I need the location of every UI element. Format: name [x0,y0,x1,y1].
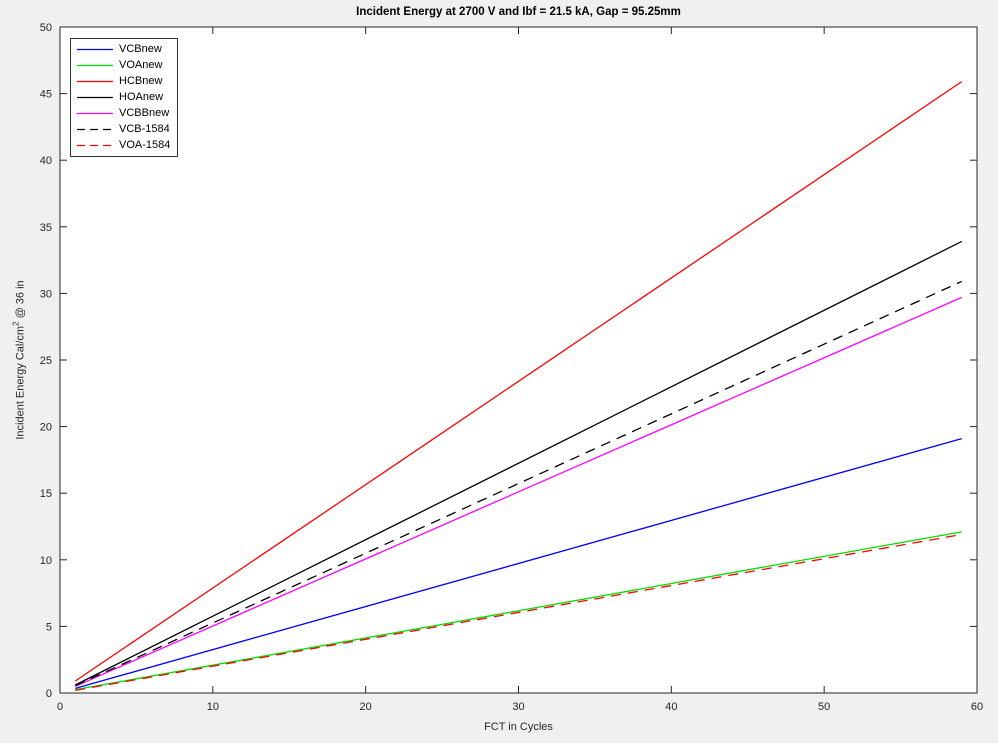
legend-line-sample [77,80,113,82]
y-tick-label: 30 [40,288,52,300]
series-line-hoanew [74,240,963,686]
y-tick-label: 50 [40,22,52,34]
legend-entry-voanew: VOAnew [76,58,177,71]
legend-label: VOAnew [119,58,163,71]
legend-entry-vcb-1584: VCB-1584 [76,124,177,135]
series-line-voanew [75,531,962,691]
series-line-hcbnew [74,81,963,682]
legend: VCBnew VOAnew HCBnew HOAnew VCBBnew VCB-1584 V… [70,38,178,157]
legend-label: VCBBnew [119,107,170,120]
series-line-voa-1584 [75,533,962,691]
plot-background [60,27,977,693]
legend-label: VOA-1584 [119,139,171,152]
legend-line-sample [77,112,113,115]
legend-entry-hoanew: HOAnew [76,90,177,103]
legend-line-sample [77,145,113,147]
y-tick-label: 45 [40,89,52,101]
legend-line-sample [77,64,113,66]
x-tick-label: 50 [818,701,830,713]
legend-entry-voa-1584: VOA-1584 [76,140,177,151]
legend-line-sample [77,129,113,131]
y-tick-label: 10 [40,555,52,567]
legend-line-sample [77,48,113,50]
series-line-vcbnew [75,437,962,689]
y-tick-label: 20 [40,422,52,434]
x-tick-label: 20 [360,701,372,713]
x-tick-label: 60 [971,701,983,713]
x-tick-label: 30 [512,701,524,713]
axes-box [59,26,978,694]
series-line-vcbbnew [75,296,962,687]
x-tick-label: 40 [665,701,677,713]
y-tick-label: 15 [40,488,52,500]
x-axis-label: FCT in Cycles [484,721,553,733]
x-tick-label: 10 [207,701,219,713]
legend-line-sample [77,96,113,99]
legend-entry-vcbnew: VCBnew [76,42,177,55]
chart-title: Incident Energy at 2700 V and Ibf = 21.5… [356,6,681,18]
legend-label: HOAnew [119,90,164,103]
y-tick-label: 40 [40,155,52,167]
legend-entry-vcbbnew: VCBBnew [76,108,177,119]
x-tick-label: 0 [57,701,63,713]
legend-label: VCB-1584 [119,123,170,136]
legend-entry-hcbnew: HCBnew [76,74,177,87]
series-line-vcb-1584 [75,280,962,687]
y-tick-label: 0 [46,688,52,700]
y-tick-label: 35 [40,222,52,234]
y-tick-label: 25 [40,355,52,367]
y-tick-label: 5 [46,621,52,633]
legend-label: VCBnew [119,42,162,55]
legend-label: HCBnew [119,74,163,87]
